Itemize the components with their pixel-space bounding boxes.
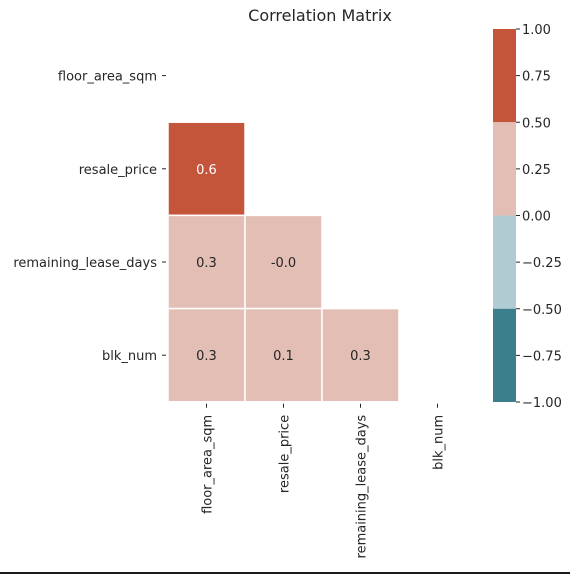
colorbar-segment (493, 122, 516, 216)
heatmap-cells: 0.6 0.3 -0.0 0.3 0.1 0.3 (167, 121, 400, 403)
cell-value-label: 0.3 (196, 256, 217, 271)
colorbar-tick-label: −0.25 (522, 256, 562, 271)
heatmap-cell-blk-num-remaining-lease-days (321, 307, 400, 403)
bottom-divider (0, 572, 570, 574)
colorbar-tick-label: 0.50 (522, 116, 551, 131)
heatmap-cell-remaining-lease-days-floor-area-sqm (167, 214, 246, 310)
x-tick-label-remaining-lease-days: remaining_lease_days (355, 415, 370, 559)
cell-value-label: 0.6 (196, 163, 217, 178)
x-tick-label-resale-price: resale_price (278, 415, 293, 493)
y-tick-label-blk-num: blk_num (102, 349, 157, 364)
heatmap-cell-remaining-lease-days-resale-price (244, 214, 323, 310)
y-tick-label-resale-price: resale_price (79, 163, 157, 178)
colorbar-segment (493, 29, 516, 123)
x-tick-label-blk-num: blk_num (432, 415, 447, 470)
heatmap-cell-resale-price-floor-area-sqm (167, 121, 246, 217)
colorbar-tick-label: 0.00 (522, 210, 551, 225)
colorbar-segment (493, 215, 516, 309)
chart-title: Correlation Matrix (248, 6, 392, 25)
colorbar-tick-label: −1.00 (522, 396, 562, 411)
cell-value-label: 0.1 (273, 349, 294, 364)
colorbar-tick-label: −0.50 (522, 303, 562, 318)
colorbar-tick-label: 1.00 (522, 23, 551, 38)
colorbar-tick-label: 0.75 (522, 70, 551, 85)
heatmap-cell-blk-num-resale-price (244, 307, 323, 403)
colorbar: 1.00 0.75 0.50 0.25 0.00 −0.25 −0.50 −0.75 −1.00 (493, 23, 562, 411)
cell-value-label: -0.0 (271, 256, 296, 271)
x-axis-tick-labels: floor_area_sqm resale_price remaining_leas… (201, 403, 447, 559)
cell-value-label: 0.3 (350, 349, 371, 364)
cell-value-label: 0.3 (196, 349, 217, 364)
colorbar-tick-label: 0.25 (522, 163, 551, 178)
colorbar-tick-label: −0.75 (522, 349, 562, 364)
y-axis-tick-labels: floor_area_sqm resale_price remaining_leas… (13, 70, 166, 364)
x-tick-label-floor-area-sqm: floor_area_sqm (201, 415, 216, 514)
y-tick-label-floor-area-sqm: floor_area_sqm (58, 70, 157, 85)
colorbar-segment (493, 308, 516, 402)
y-tick-label-remaining-lease-days: remaining_lease_days (13, 256, 157, 271)
